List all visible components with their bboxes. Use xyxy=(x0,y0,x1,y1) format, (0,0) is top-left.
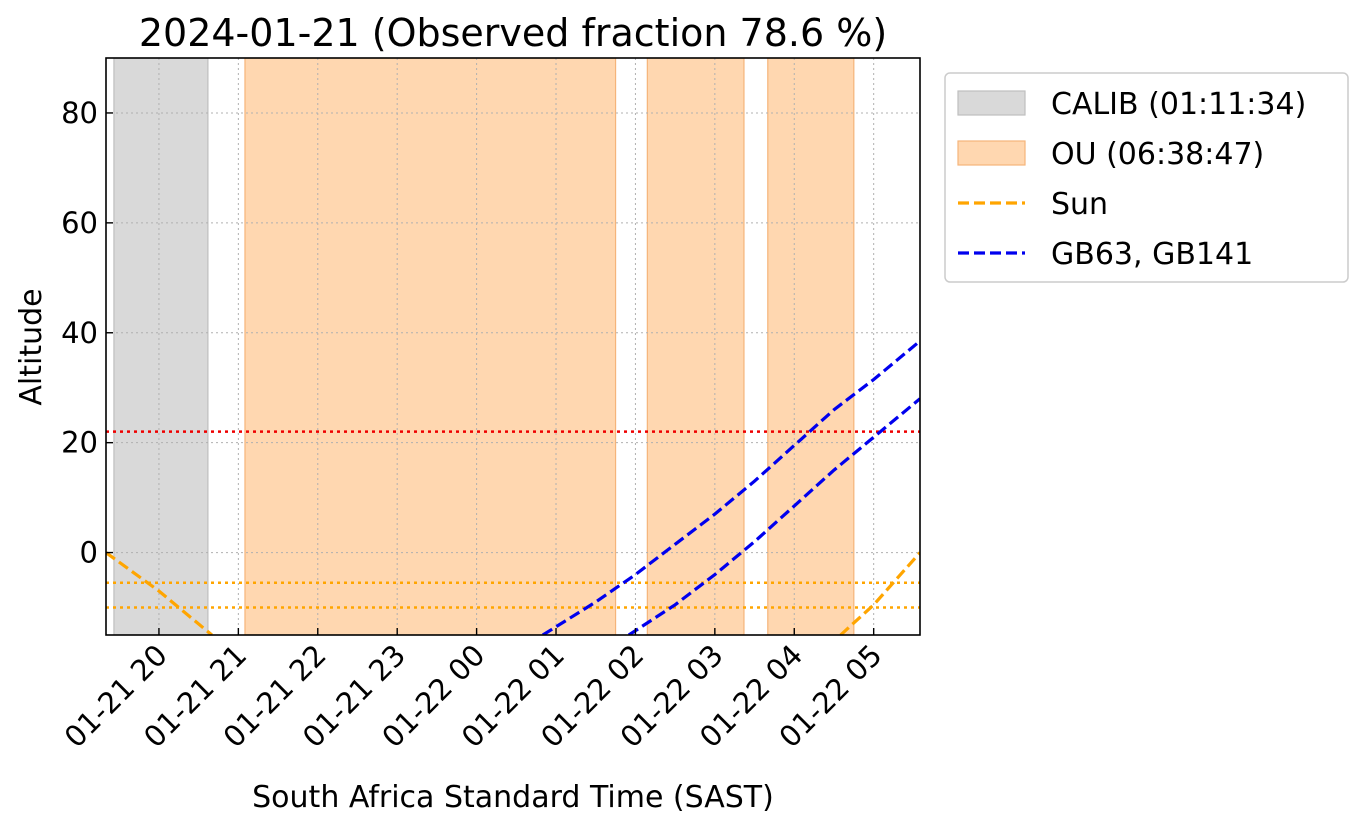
observation-span-0 xyxy=(113,58,209,635)
y-tick-label-2: 40 xyxy=(61,316,98,350)
legend-box xyxy=(944,72,1349,283)
legend-swatch-1 xyxy=(957,140,1026,166)
y-tick-label-4: 80 xyxy=(61,96,98,130)
observation-span-3 xyxy=(767,58,855,635)
plot-frame xyxy=(105,57,921,636)
chart-title: 2024-01-21 (Observed fraction 78.6 %) xyxy=(139,11,887,55)
series-1-line-0 xyxy=(541,339,920,635)
y-tick-label-3: 60 xyxy=(61,206,98,240)
series-1-line-1 xyxy=(627,397,920,635)
observation-span-1 xyxy=(244,58,617,635)
legend-label-3: GB63, GB141 xyxy=(1051,237,1253,272)
legend-label-1: OU (06:38:47) xyxy=(1051,137,1264,172)
observation-span-2 xyxy=(646,58,745,635)
legend: CALIB (01:11:34) OU (06:38:47) Sun GB63, GB… xyxy=(944,72,1349,283)
y-axis-label: Altitude xyxy=(14,288,49,405)
y-tick-label-1: 20 xyxy=(61,426,98,460)
series-0-line-0 xyxy=(106,551,213,635)
legend-swatch-0 xyxy=(957,90,1026,116)
y-tick-label-0: 0 xyxy=(80,536,98,570)
x-axis-label: South Africa Standard Time (SAST) xyxy=(252,780,774,815)
legend-label-2: Sun xyxy=(1051,187,1108,222)
legend-label-0: CALIB (01:11:34) xyxy=(1051,87,1306,122)
